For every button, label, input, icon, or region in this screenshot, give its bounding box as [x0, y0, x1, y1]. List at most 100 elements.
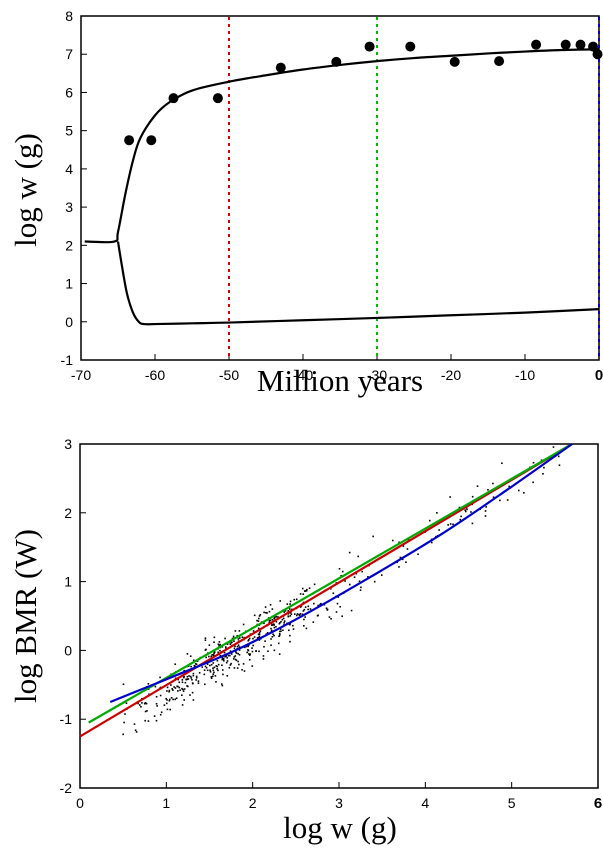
scatter-point	[241, 669, 243, 671]
scatter-point	[137, 702, 139, 705]
scatter-point	[212, 669, 215, 672]
scatter-point	[174, 698, 176, 701]
scatter-point	[278, 653, 281, 655]
y-tick-label: 1	[65, 276, 73, 292]
data-point	[494, 56, 505, 67]
scatter-point	[279, 628, 282, 630]
scatter-point	[185, 678, 188, 681]
scatter-point	[134, 729, 137, 732]
scatter-point	[286, 603, 289, 605]
scatter-point	[341, 570, 344, 573]
scatter-point	[201, 666, 204, 668]
scatter-point	[210, 663, 213, 666]
scatter-point	[430, 541, 433, 544]
scatter-point	[238, 630, 241, 632]
scatter-point	[438, 529, 440, 531]
scatter-point	[147, 720, 150, 722]
scatter-point	[252, 644, 254, 647]
scatter-point	[218, 641, 221, 643]
scatter-point	[192, 674, 195, 677]
scatter-point	[165, 697, 167, 700]
y-tick-label: -1	[61, 352, 74, 368]
scatter-point	[257, 620, 260, 622]
scatter-point	[169, 698, 171, 701]
scatter-point	[263, 645, 265, 648]
scatter-point	[219, 649, 221, 652]
scatter-point	[159, 676, 161, 679]
scatter-point	[124, 713, 126, 715]
scatter-point	[238, 637, 241, 639]
scatter-point	[206, 663, 209, 665]
scatter-point	[190, 665, 192, 668]
scatter-point	[182, 690, 185, 692]
scatter-point	[540, 459, 543, 462]
scatter-point	[203, 683, 206, 686]
scatter-point	[284, 610, 287, 612]
plot-frame	[79, 443, 599, 789]
scatter-point	[257, 627, 260, 630]
x-tick-label: 1	[162, 795, 170, 811]
scatter-point	[251, 650, 254, 653]
scatter-point	[190, 677, 193, 679]
scatter-point	[306, 588, 308, 591]
scatter-point	[252, 637, 254, 640]
scatter-point	[230, 662, 232, 665]
scatter-point	[265, 611, 267, 614]
scatter-point	[289, 615, 292, 617]
scatter-point	[169, 708, 171, 711]
scatter-point	[295, 598, 298, 601]
scatter-point	[305, 590, 308, 592]
scatter-point	[458, 506, 461, 509]
scatter-point	[183, 699, 185, 701]
scatter-point	[307, 608, 309, 611]
scatter-point	[273, 626, 276, 629]
data-point	[560, 39, 571, 50]
scatter-point	[283, 620, 286, 622]
scatter-point	[304, 606, 307, 608]
scatter-point	[211, 675, 214, 678]
scatter-point	[506, 499, 509, 501]
scatter-point	[215, 681, 217, 683]
scatter-point	[338, 568, 341, 570]
scatter-point	[268, 620, 271, 622]
scatter-point	[405, 561, 407, 563]
scatter-point	[226, 660, 229, 662]
scatter-point	[204, 639, 207, 641]
scatter-point	[229, 664, 232, 666]
scatter-point	[266, 632, 269, 634]
scatter-point	[155, 703, 158, 705]
scatter-point	[335, 611, 338, 613]
scatter-point	[325, 607, 328, 610]
scatter-point	[244, 646, 246, 649]
scatter-point	[166, 699, 168, 701]
scatter-point	[258, 650, 260, 653]
scatter-point	[280, 620, 282, 623]
scatter-point	[282, 617, 285, 620]
scatter-point	[177, 678, 180, 681]
scatter-point	[273, 634, 275, 637]
scatter-point	[272, 623, 274, 626]
scatter-point	[401, 558, 404, 561]
scatter-point	[155, 719, 158, 722]
data-point	[331, 56, 342, 67]
scatter-point	[320, 602, 322, 605]
scatter-point	[268, 610, 271, 613]
scatter-point	[145, 702, 148, 705]
scatter-point	[279, 600, 282, 602]
scatter-point	[449, 523, 452, 525]
scatter-point	[523, 491, 525, 494]
scatter-point	[278, 634, 281, 637]
fit-line	[79, 443, 573, 738]
scatter-point	[171, 688, 173, 690]
scatter-point	[262, 658, 265, 660]
scatter-point	[340, 575, 342, 577]
scatter-point	[237, 660, 239, 663]
scatter-point	[247, 645, 249, 648]
scatter-point	[258, 636, 261, 638]
scatter-point	[471, 495, 474, 498]
scatter-point	[224, 646, 227, 648]
scatter-point	[215, 665, 218, 667]
scatter-point	[256, 619, 258, 622]
scatter-point	[289, 612, 291, 614]
